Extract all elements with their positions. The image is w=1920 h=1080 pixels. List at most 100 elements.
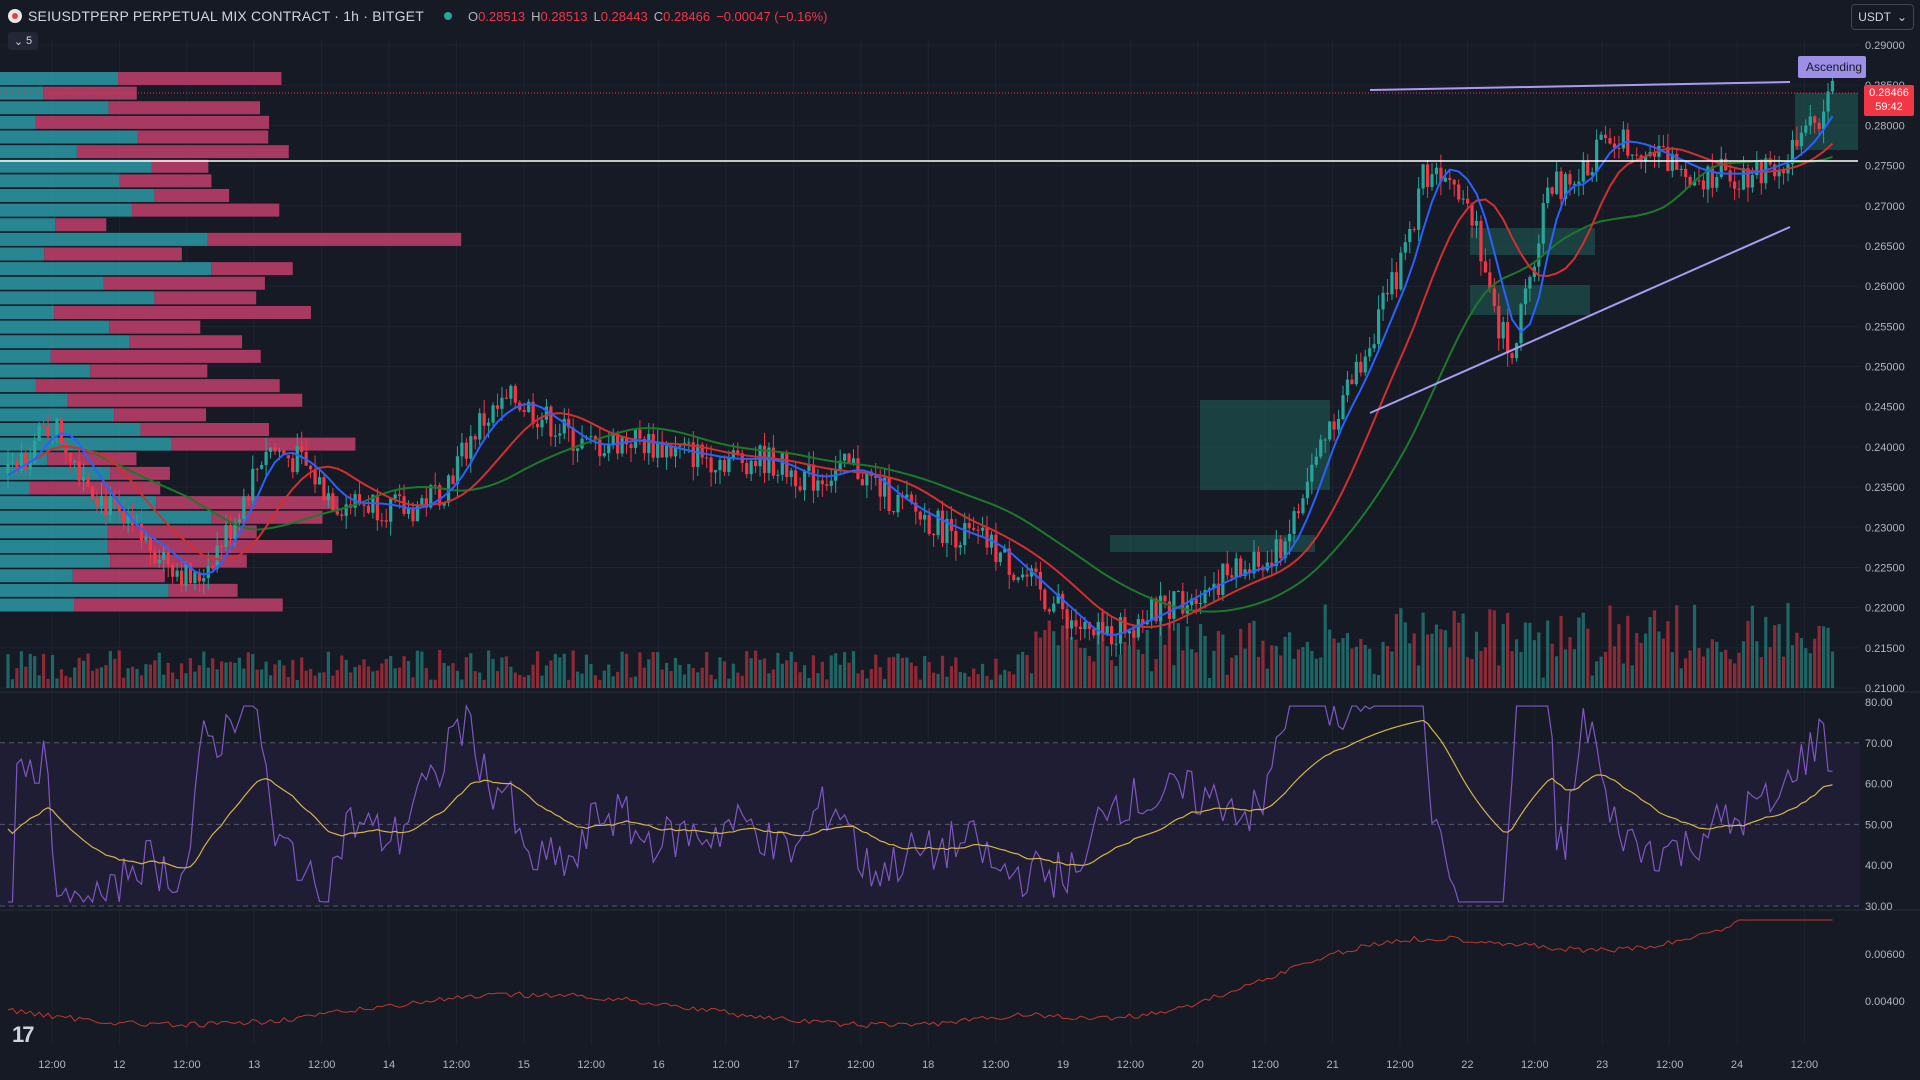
volume-bar: [611, 676, 615, 688]
ohlc-value: 0.28513: [478, 8, 526, 24]
candle-body: [1737, 188, 1741, 190]
volume-bar: [1296, 649, 1301, 688]
candle-body: [1025, 574, 1029, 577]
candle-body: [1319, 439, 1323, 457]
candle-body: [1074, 620, 1078, 627]
volume-profile-bar-down: [211, 262, 293, 276]
volume-bar: [1368, 648, 1372, 688]
candle-body: [1016, 577, 1020, 581]
candle-body: [206, 566, 210, 579]
volume-bar: [264, 661, 268, 688]
volume-bar: [1581, 612, 1585, 688]
candle-body: [1377, 309, 1381, 345]
volume-bar: [455, 670, 460, 688]
volume-bar: [309, 668, 313, 688]
candle-body: [19, 453, 23, 471]
volume-bar: [1773, 625, 1777, 688]
price-tick: 0.27000: [1865, 201, 1905, 213]
volume-bar: [1412, 633, 1416, 688]
volume-bar: [949, 666, 953, 688]
volume-bar: [673, 657, 678, 688]
candle-body: [896, 494, 900, 513]
candle-body: [909, 494, 913, 503]
volume-bar: [504, 656, 508, 688]
volume-bar: [95, 668, 99, 688]
volume-bar: [998, 674, 1002, 688]
volume-bar: [1577, 617, 1581, 688]
price-axis: 0.290000.285000.280000.275000.270000.265…: [1865, 40, 1905, 1008]
time-tick: 22: [1461, 1059, 1473, 1071]
candle-body: [611, 433, 615, 446]
candle-body: [669, 445, 673, 457]
volume-bar: [1203, 635, 1207, 688]
volume-bar: [1372, 673, 1376, 688]
volume-bar: [1644, 633, 1648, 688]
volume-bar: [1199, 624, 1203, 688]
candle-body: [972, 528, 976, 530]
candle-body: [1626, 129, 1630, 156]
volume-profile-bar-down: [140, 423, 269, 436]
volume-bar: [825, 679, 829, 688]
candle-body: [184, 562, 188, 586]
volume-bar: [42, 653, 46, 688]
tradingview-logo-icon[interactable]: 17: [12, 1022, 35, 1047]
volume-bar: [1283, 636, 1287, 688]
volume-bar: [994, 658, 998, 688]
candle-body: [1328, 421, 1332, 440]
volume-bar: [380, 663, 384, 688]
currency-select[interactable]: USDT ⌄: [1851, 4, 1914, 30]
volume-bar: [1270, 645, 1274, 688]
volume-bar: [1670, 652, 1674, 688]
candle-body: [749, 460, 753, 475]
collapse-indicators-button[interactable]: ⌄ 5: [8, 32, 38, 50]
candle-body: [309, 465, 313, 470]
candle-body: [1470, 203, 1474, 226]
volume-profile-bar-down: [118, 72, 282, 85]
volatility-tick: 0.00400: [1865, 996, 1905, 1008]
volume-profile-bar-up: [0, 569, 73, 583]
volume-bar: [1310, 651, 1314, 688]
time-tick: 12: [113, 1059, 125, 1071]
volume-bar: [331, 675, 335, 688]
symbol-title[interactable]: SEIUSDTPERP PERPETUAL MIX CONTRACT · 1h …: [28, 8, 424, 24]
volume-bar: [451, 663, 455, 688]
volume-bar: [633, 676, 638, 688]
volume-bar: [90, 670, 95, 688]
ohlc-value: −0.00047 (−0.16%): [716, 8, 828, 24]
volume-bar: [1692, 604, 1697, 688]
candle-body: [825, 484, 829, 486]
ohlc-values: O0.28513 H0.28513 L0.28443 C0.28466 −0.00047…: [468, 9, 827, 24]
volume-bar: [291, 659, 295, 688]
time-tick: 12:00: [712, 1059, 740, 1071]
candle-body: [718, 459, 722, 471]
candle-body: [179, 570, 184, 586]
volume-profile-bar-down: [108, 101, 261, 115]
pattern-label[interactable]: Ascending: [1798, 56, 1866, 78]
ohlc-item: O0.28513: [468, 9, 525, 24]
candle-body: [215, 545, 219, 569]
candle-body: [1047, 609, 1051, 612]
candle-body: [50, 436, 55, 438]
volume-bar: [749, 658, 753, 688]
candle-body: [220, 545, 224, 548]
candle-body: [722, 459, 727, 472]
candle-body: [1474, 220, 1479, 226]
volume-bar: [1679, 668, 1683, 688]
volume-bar: [420, 651, 424, 688]
candle-body: [665, 445, 669, 458]
candle-body: [460, 442, 464, 457]
ohlc-item: H0.28513: [531, 9, 587, 24]
candle-body: [540, 419, 544, 428]
volume-bar: [607, 664, 611, 688]
candle-body: [1621, 129, 1625, 149]
volume-bar: [1007, 671, 1011, 688]
candle-body: [1688, 176, 1692, 186]
volume-profile-bar-up: [0, 466, 111, 480]
candle-body: [691, 442, 695, 467]
volume-bar: [682, 674, 686, 688]
volume-bar: [1043, 629, 1047, 688]
candle-body: [522, 409, 526, 412]
volume-bar: [544, 665, 549, 688]
candle-body: [509, 385, 513, 399]
